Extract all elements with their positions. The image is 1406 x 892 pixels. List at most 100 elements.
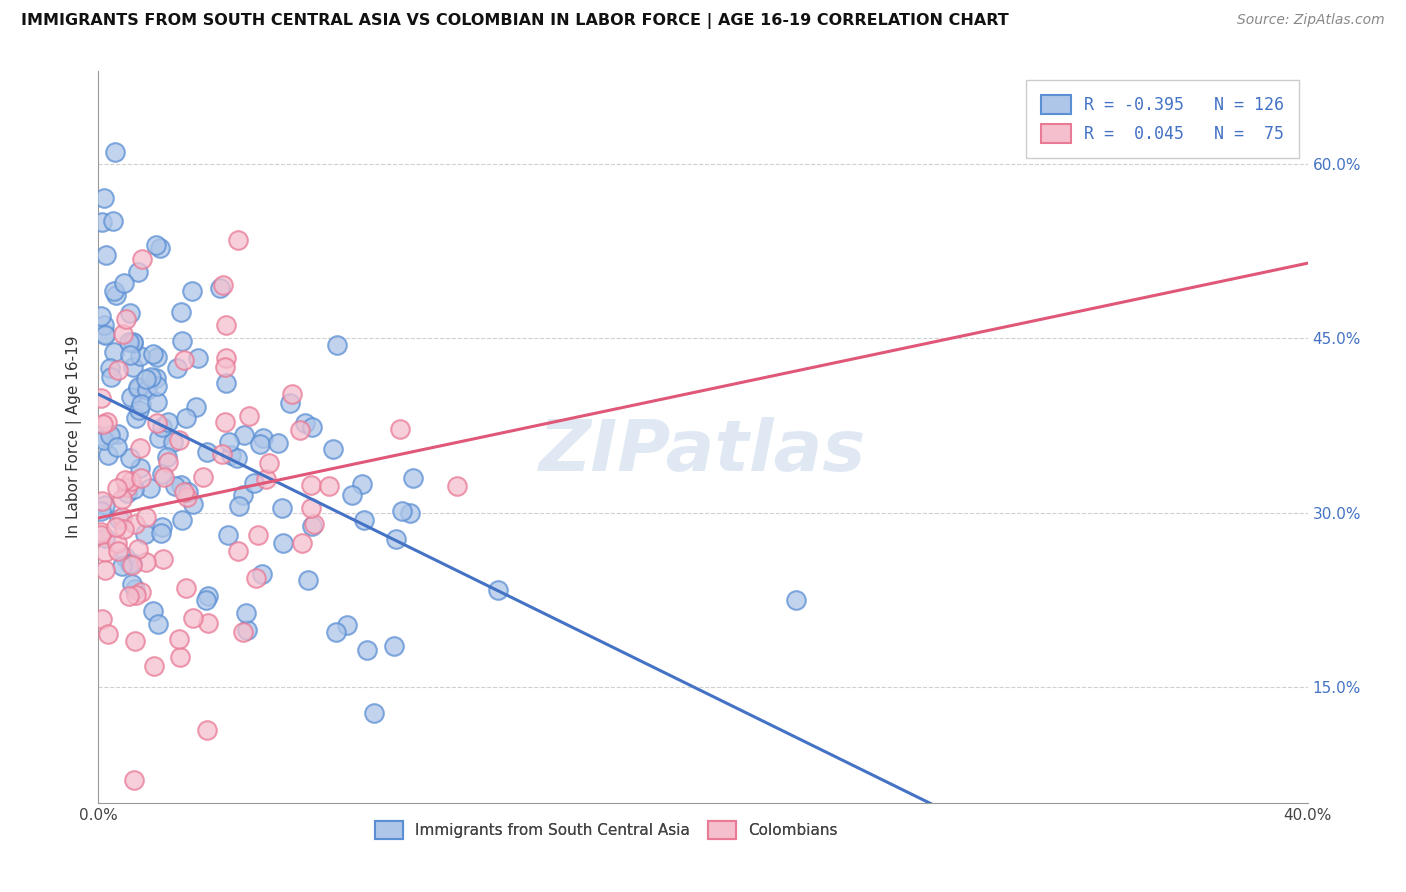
Point (124, 582, 146, 596)
Point (226, 233, 249, 247)
Point (156, 455, 179, 469)
Point (257, 456, 280, 470)
Point (90, 391, 112, 405)
Point (232, 428, 254, 442)
Point (105, 440, 128, 454)
Point (135, 509, 157, 524)
Point (384, 532, 406, 546)
Point (209, 281, 232, 295)
Point (143, 659, 166, 673)
Point (135, 555, 157, 569)
Point (363, 706, 385, 721)
Point (156, 415, 179, 429)
Point (181, 611, 204, 625)
Point (299, 500, 322, 515)
Point (197, 590, 219, 604)
Point (177, 484, 200, 499)
Point (104, 145, 127, 159)
Point (172, 334, 194, 348)
Point (127, 380, 149, 394)
Point (129, 584, 152, 599)
Point (118, 305, 141, 319)
Point (145, 417, 167, 431)
Point (134, 372, 156, 386)
Point (235, 623, 257, 637)
Point (122, 359, 145, 374)
Point (90, 504, 112, 518)
Point (150, 520, 173, 534)
Point (111, 510, 134, 524)
Point (145, 237, 167, 252)
Point (91, 215, 114, 229)
Point (249, 437, 271, 451)
Point (398, 506, 420, 520)
Point (105, 481, 128, 495)
Point (150, 467, 173, 481)
Point (173, 353, 195, 368)
Point (163, 479, 186, 493)
Point (156, 450, 179, 465)
Point (108, 512, 131, 526)
Point (252, 431, 274, 445)
Point (169, 433, 191, 447)
Point (135, 383, 157, 397)
Point (176, 491, 198, 505)
Point (93, 318, 115, 332)
Point (238, 409, 260, 423)
Point (104, 287, 127, 301)
Point (215, 351, 238, 366)
Point (402, 471, 425, 485)
Point (121, 335, 143, 350)
Point (128, 402, 150, 417)
Point (90, 494, 112, 508)
Point (122, 772, 145, 787)
Point (125, 588, 148, 602)
Point (94, 248, 117, 262)
Point (184, 400, 207, 414)
Point (118, 589, 141, 603)
Point (271, 536, 294, 550)
Point (356, 643, 378, 657)
Point (142, 604, 165, 618)
Point (169, 650, 191, 665)
Point (281, 387, 304, 401)
Point (350, 477, 373, 491)
Point (131, 471, 153, 485)
Point (297, 573, 319, 587)
Point (100, 361, 122, 376)
Point (197, 616, 219, 631)
Point (150, 420, 173, 434)
Point (127, 541, 149, 556)
Point (117, 335, 139, 350)
Point (299, 478, 322, 492)
Point (127, 382, 149, 396)
Point (94, 562, 117, 576)
Point (100, 370, 122, 384)
Point (121, 558, 143, 573)
Point (139, 481, 162, 495)
Point (256, 472, 278, 486)
Point (228, 499, 250, 513)
Point (90, 429, 112, 443)
Point (124, 634, 146, 648)
Text: IMMIGRANTS FROM SOUTH CENTRAL ASIA VS COLOMBIAN IN LABOR FORCE | AGE 16-19 CORRE: IMMIGRANTS FROM SOUTH CENTRAL ASIA VS CO… (21, 13, 1010, 29)
Point (93, 433, 115, 447)
Point (225, 451, 247, 466)
Point (145, 350, 167, 364)
Point (135, 383, 157, 397)
Point (93, 545, 115, 559)
Point (166, 361, 188, 376)
Point (212, 277, 235, 292)
Point (120, 348, 142, 362)
Point (118, 451, 141, 466)
Point (134, 526, 156, 541)
Point (149, 526, 172, 541)
Point (149, 241, 172, 255)
Point (302, 517, 325, 532)
Point (145, 370, 167, 384)
Point (129, 461, 152, 475)
Point (111, 492, 134, 507)
Point (112, 522, 135, 536)
Point (486, 582, 509, 597)
Point (129, 397, 152, 411)
